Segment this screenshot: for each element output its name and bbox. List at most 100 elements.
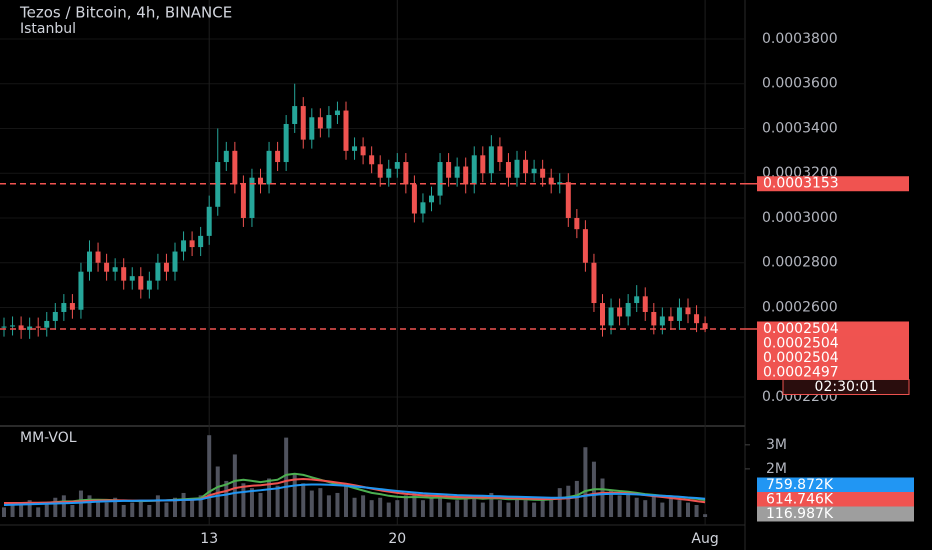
- candle-body: [352, 146, 358, 151]
- price-label: 0.0002504: [763, 350, 839, 366]
- marks: 0.00022000.00026000.00028000.00030000.00…: [0, 0, 914, 547]
- candle-body: [548, 177, 554, 185]
- price-label-box: [757, 321, 909, 337]
- candle-body: [104, 262, 110, 272]
- volume-bar: [190, 500, 195, 517]
- y-tick-label: 0.0003400: [762, 120, 838, 136]
- volume-bar: [557, 488, 562, 517]
- x-tick-label: 20: [388, 531, 406, 547]
- volume-bar: [53, 497, 58, 517]
- candle-body: [27, 326, 33, 330]
- price-label: 0.0002504: [763, 321, 839, 337]
- candle-body: [317, 117, 323, 129]
- volume-bar: [292, 473, 297, 517]
- price-label: 0.0003153: [763, 176, 839, 192]
- candle-body: [377, 164, 383, 178]
- volume-bar: [44, 502, 49, 517]
- candle-body: [1, 326, 7, 328]
- countdown-box: [782, 378, 910, 395]
- volume-bar: [27, 500, 32, 517]
- candle-body: [480, 155, 486, 174]
- candle-body: [275, 150, 281, 163]
- candle-body: [676, 307, 682, 321]
- volume-label-box: [757, 506, 914, 522]
- price-label-box: [757, 335, 909, 351]
- volume-bar: [249, 488, 254, 517]
- volume-bar: [574, 480, 579, 517]
- volume-bar: [395, 500, 400, 517]
- y-tick-label: 0.0002800: [762, 255, 838, 271]
- candle-body: [514, 159, 520, 178]
- candle-body: [600, 303, 605, 326]
- volume-bar: [147, 504, 152, 517]
- volume-bar: [70, 504, 75, 517]
- candle-body: [411, 184, 417, 214]
- candle-body: [642, 296, 648, 312]
- volume-bar: [181, 492, 186, 517]
- volume-bar: [686, 502, 690, 517]
- candle-body: [497, 146, 503, 163]
- candle-body: [471, 155, 477, 185]
- candle-body: [634, 296, 640, 304]
- volume-bar: [369, 500, 374, 517]
- candle-body: [240, 184, 246, 218]
- volume-bar: [403, 495, 408, 517]
- candle-body: [343, 110, 349, 151]
- volume-bar: [138, 500, 143, 517]
- volume-bar: [258, 492, 263, 517]
- volume-bar: [480, 502, 485, 517]
- volume-bar: [472, 495, 477, 517]
- volume-bar: [113, 497, 118, 517]
- volume-bar: [540, 500, 545, 517]
- candle-body: [394, 162, 400, 169]
- candle-body: [420, 202, 426, 214]
- volume-bar: [532, 502, 537, 517]
- candle-body: [360, 146, 366, 156]
- candle-body: [44, 320, 50, 328]
- price-label-box: [757, 176, 909, 192]
- candle-body: [249, 177, 255, 218]
- volume-bar: [515, 497, 519, 517]
- volume-bar: [301, 483, 306, 517]
- volume-bar: [130, 502, 135, 517]
- volume-bar: [583, 447, 588, 517]
- volume-bar: [651, 495, 656, 517]
- volume-title: MM-VOL: [20, 430, 77, 446]
- candle-body: [488, 146, 494, 174]
- candle-body: [300, 106, 306, 140]
- candle-body: [121, 267, 127, 281]
- candle-body: [694, 314, 700, 324]
- candle-body: [523, 159, 529, 174]
- candle-body: [181, 240, 187, 252]
- candle-body: [386, 168, 392, 178]
- volume-label-box: [757, 492, 914, 507]
- y-tick-label: 0.0002600: [762, 300, 838, 316]
- candle-body: [505, 162, 511, 178]
- volume-bar: [19, 504, 24, 517]
- volume-bar: [600, 478, 605, 517]
- volume-bar: [643, 500, 648, 517]
- volume-bar: [609, 490, 614, 517]
- price-label: 0.0002504: [763, 335, 839, 351]
- candle-body: [163, 262, 169, 272]
- volume-label-box: [757, 477, 914, 493]
- candle-body: [283, 123, 289, 163]
- volume-bar: [438, 495, 443, 517]
- candle-body: [155, 262, 161, 281]
- volume-bar: [420, 500, 425, 517]
- volume-bar: [489, 492, 494, 517]
- candle-body: [172, 251, 178, 272]
- volume-bar: [463, 497, 468, 517]
- volume-bar: [455, 500, 460, 517]
- candle-body: [146, 280, 152, 290]
- volume-bar: [121, 504, 126, 517]
- candle-body: [617, 307, 623, 317]
- volume-bar: [173, 497, 177, 517]
- volume-bar: [694, 504, 699, 517]
- y-tick-label: 0.0003600: [762, 76, 838, 92]
- candle-body: [10, 325, 16, 327]
- price-label-box: [757, 350, 909, 366]
- chart-title: Tezos / Bitcoin, 4h, BINANCE: [19, 4, 232, 22]
- candle-body: [437, 162, 443, 196]
